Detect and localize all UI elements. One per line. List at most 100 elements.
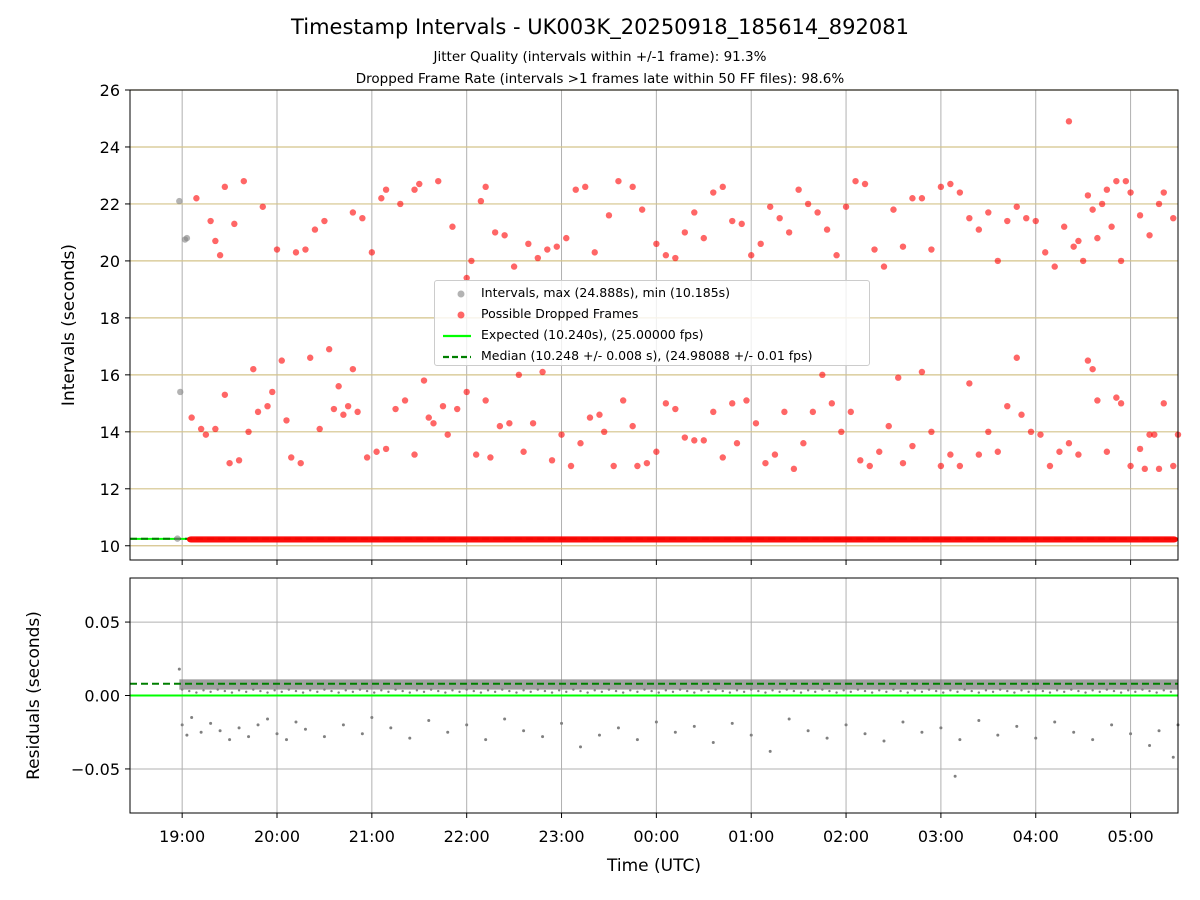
dropped-frame-point <box>212 425 219 433</box>
dropped-frame-point <box>1018 411 1025 418</box>
residual-point <box>180 688 184 691</box>
residual-point <box>1098 690 1101 694</box>
dropped-frame-point <box>857 457 864 464</box>
residual-point <box>316 690 319 694</box>
dropped-frame-point <box>1151 431 1158 438</box>
dropped-frame-point <box>1170 214 1177 222</box>
residual-point <box>256 723 260 727</box>
dropped-frame-point <box>487 454 494 461</box>
residual-point <box>934 689 938 693</box>
residual-point <box>1171 755 1175 759</box>
residual-point <box>301 691 305 694</box>
dropped-frame-point <box>1103 186 1111 193</box>
residual-point <box>465 688 468 691</box>
residual-point <box>503 717 507 721</box>
residual-point <box>565 690 568 694</box>
residual-point <box>920 690 924 694</box>
residual-point <box>821 688 824 691</box>
residuals-ytick-label: −0.05 <box>71 760 120 779</box>
dropped-frame-point <box>539 368 546 376</box>
residuals-panel: 0.05 0.00 −0.05 19:00 20:00 21:00 22:00 23:00 00… <box>24 577 1180 876</box>
residual-point <box>358 688 362 691</box>
dropped-frame-point <box>956 189 964 196</box>
dropped-frame-point <box>463 274 470 282</box>
residual-point <box>429 688 433 691</box>
residual-point <box>1041 689 1045 693</box>
residual-point <box>401 689 404 693</box>
dropped-frame-point <box>316 425 323 433</box>
dropped-frame-point <box>259 203 266 210</box>
dropped-frame-point <box>1079 257 1087 265</box>
dropped-frame-point <box>1113 394 1120 401</box>
dropped-frame-point <box>814 209 821 216</box>
dropped-frame-point <box>567 462 575 470</box>
dropped-frame-point <box>586 414 594 421</box>
legend-intervals-label: Intervals, max (24.888s), min (10.185s) <box>481 285 731 300</box>
dropped-frame-point <box>918 368 926 376</box>
residual-point <box>1155 691 1158 694</box>
dropped-frame-point <box>1013 354 1020 361</box>
legend-median-label: Median (10.248 +/- 0.008 s), (24.98088 +… <box>481 348 813 363</box>
residual-point <box>322 735 326 739</box>
residual-point <box>266 717 270 721</box>
residual-band-fill <box>179 679 1179 690</box>
dropped-frame-point <box>1146 232 1153 239</box>
residual-point <box>913 689 917 692</box>
dropped-frame-point <box>1117 257 1125 265</box>
residual-point <box>953 774 957 778</box>
residual-point <box>1077 689 1080 693</box>
residuals-xtick-label: 04:00 <box>1013 827 1059 846</box>
dropped-frame-point <box>672 405 679 413</box>
residuals-xtick-label: 05:00 <box>1108 827 1154 846</box>
intervals-ytick-label: 26 <box>100 81 120 100</box>
dropped-frame-point <box>269 388 276 396</box>
dropped-frame-point <box>1127 462 1134 470</box>
residuals-ylabel: Residuals (seconds) <box>24 611 44 780</box>
legend-dropped-label: Possible Dropped Frames <box>481 306 639 321</box>
dropped-frame-point <box>1094 234 1101 242</box>
dropped-frame-point <box>743 397 750 404</box>
dropped-frame-point <box>344 402 352 410</box>
dropped-frame-point <box>748 252 755 259</box>
residual-point <box>557 689 561 692</box>
residual-point <box>365 689 369 693</box>
residual-point <box>749 733 753 737</box>
dropped-frame-point <box>1084 357 1092 364</box>
residual-point <box>323 688 326 691</box>
interval-point <box>181 236 189 243</box>
dropped-frame-point <box>653 448 660 455</box>
residual-point <box>1048 691 1052 694</box>
residual-point <box>1006 689 1009 693</box>
residual-point <box>692 724 696 728</box>
residual-point <box>614 689 618 693</box>
dropped-frame-point <box>529 420 537 427</box>
residual-point <box>878 689 881 692</box>
residual-point <box>1020 689 1023 692</box>
dropped-frame-point <box>468 257 475 265</box>
dropped-frame-point <box>871 246 878 253</box>
dropped-frame-point <box>619 397 627 404</box>
dropped-frame-point <box>880 263 888 270</box>
residual-point <box>844 723 848 727</box>
dropped-frame-point <box>719 454 726 461</box>
residual-point <box>828 689 831 693</box>
residuals-ytick-label: 0.00 <box>84 687 120 706</box>
dropped-frame-point <box>563 234 570 242</box>
residual-point <box>247 735 251 739</box>
dropped-frame-point <box>273 246 281 253</box>
residual-point <box>671 690 675 694</box>
residual-point <box>344 689 347 692</box>
residual-point <box>1027 690 1030 694</box>
dropped-frame-point <box>288 454 295 461</box>
dropped-frame-point <box>610 462 617 470</box>
residual-point <box>707 690 710 694</box>
dropped-frame-point <box>591 249 598 256</box>
dropped-frame-point <box>477 197 485 205</box>
dropped-frame-point <box>876 448 883 455</box>
dropped-frame-point <box>710 408 717 416</box>
dropped-frame-point <box>1155 200 1163 208</box>
residual-point <box>228 738 232 742</box>
dropped-frame-point <box>245 428 252 436</box>
residual-point <box>230 691 234 694</box>
residual-point <box>1084 691 1087 694</box>
